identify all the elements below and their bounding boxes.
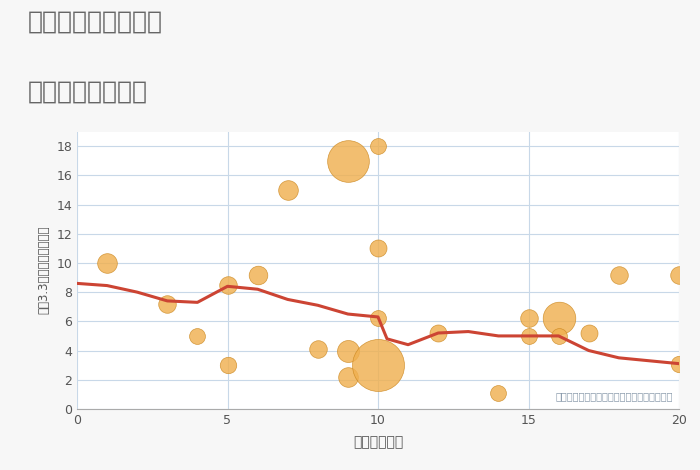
Point — [102, 259, 113, 266]
Point — [222, 361, 233, 369]
Text: 三重県伊賀市馬場の: 三重県伊賀市馬場の — [28, 9, 163, 33]
Point — [372, 314, 384, 322]
Point — [342, 347, 354, 354]
Point — [192, 332, 203, 340]
X-axis label: 駅距離（分）: 駅距離（分） — [353, 435, 403, 449]
Point — [312, 345, 323, 353]
Point — [553, 332, 564, 340]
Point — [493, 389, 504, 397]
Point — [673, 271, 685, 278]
Point — [613, 271, 624, 278]
Point — [222, 281, 233, 289]
Point — [583, 329, 594, 337]
Point — [372, 244, 384, 252]
Point — [342, 373, 354, 381]
Point — [372, 142, 384, 150]
Point — [162, 300, 173, 307]
Point — [342, 157, 354, 164]
Point — [372, 361, 384, 369]
Point — [282, 186, 293, 194]
Y-axis label: 坪（3.3㎡）単価（万円）: 坪（3.3㎡）単価（万円） — [38, 226, 50, 314]
Point — [673, 360, 685, 368]
Text: 円の大きさは、取引のあった物件面積を示す: 円の大きさは、取引のあった物件面積を示す — [556, 392, 673, 401]
Point — [433, 329, 444, 337]
Point — [523, 314, 534, 322]
Point — [553, 314, 564, 322]
Point — [523, 332, 534, 340]
Text: 駅距離別土地価格: 駅距離別土地価格 — [28, 80, 148, 104]
Point — [252, 271, 263, 278]
